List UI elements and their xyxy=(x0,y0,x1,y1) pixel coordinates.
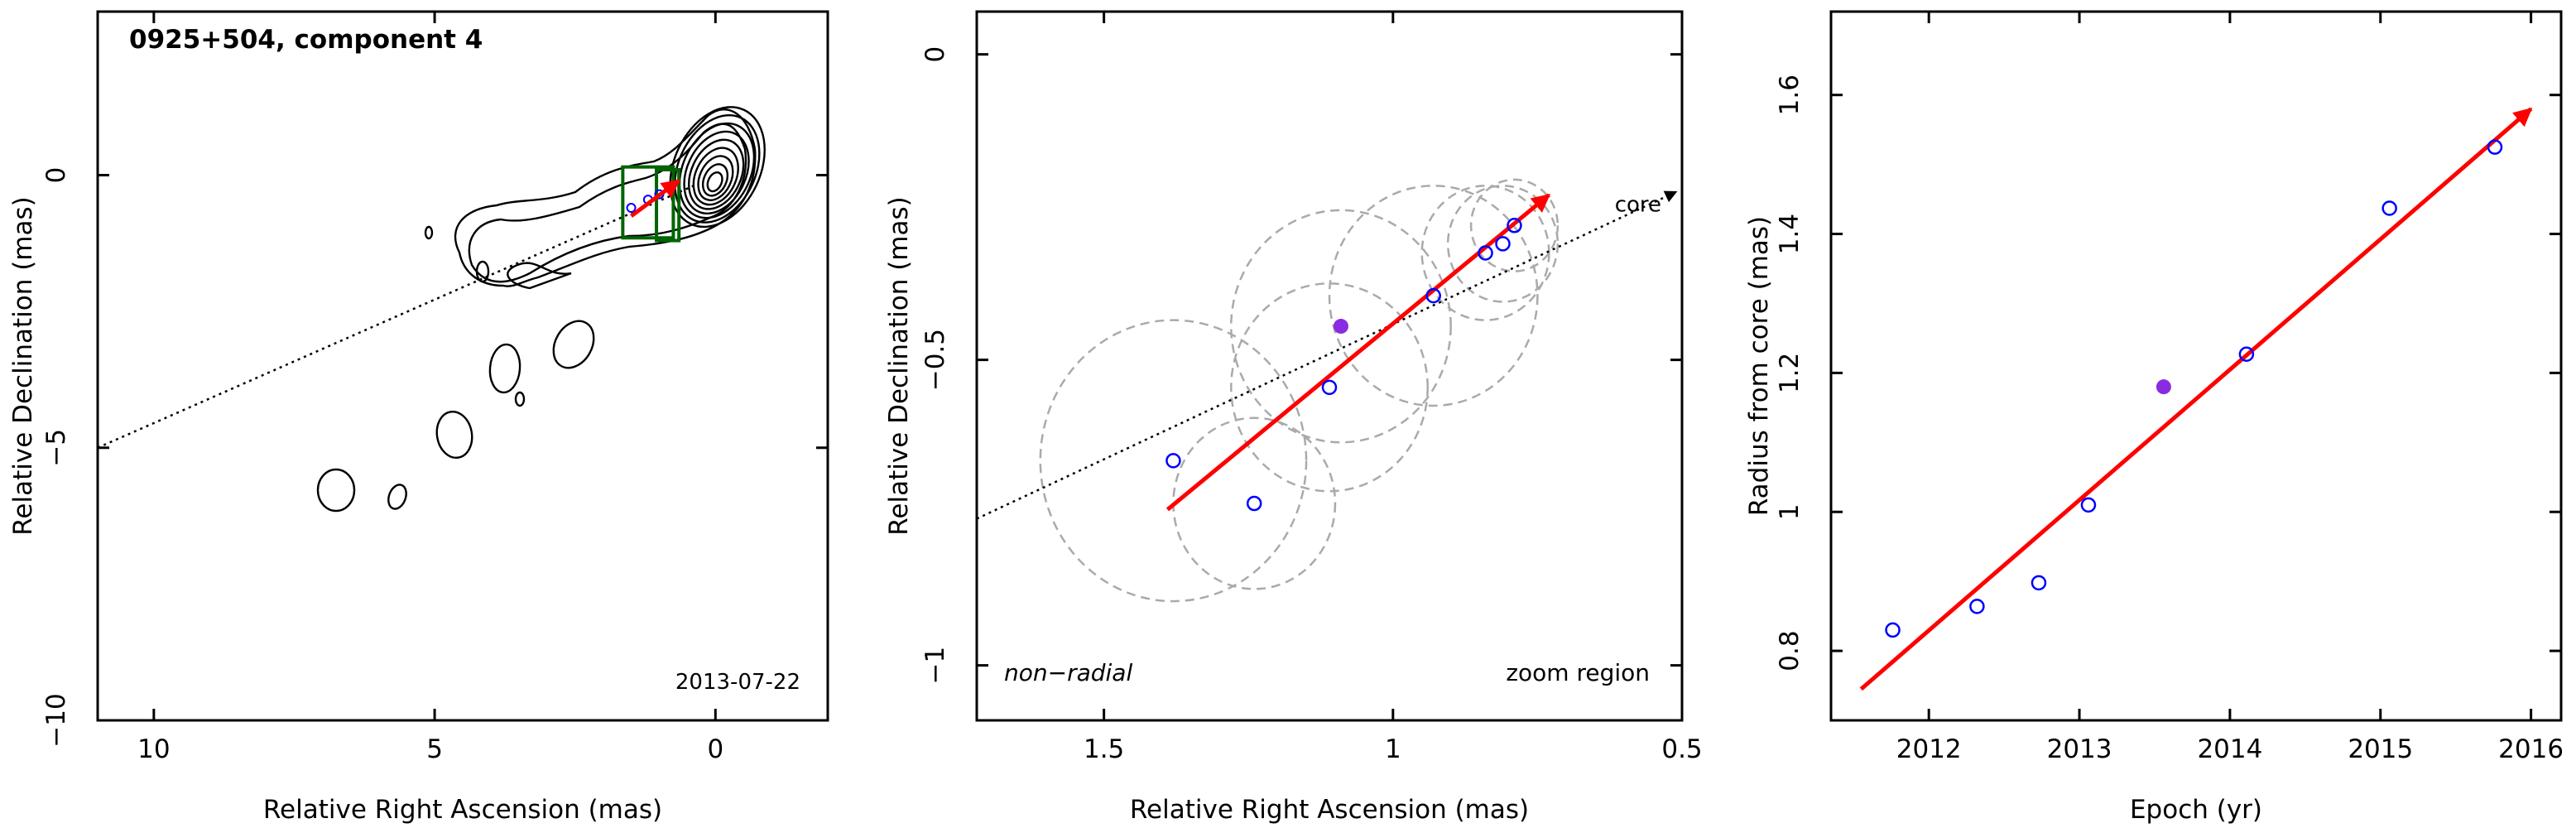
fit-circle xyxy=(1172,416,1337,590)
contour-knot xyxy=(507,262,572,290)
current-epoch-point xyxy=(2155,379,2171,395)
y-tick-label: −5 xyxy=(41,429,71,467)
component-boxes xyxy=(621,165,681,243)
component-box xyxy=(621,165,675,240)
contour-core xyxy=(697,155,734,201)
fit-circle xyxy=(1420,185,1550,321)
y-tick-label: −1 xyxy=(920,647,950,685)
contour-jet xyxy=(468,123,747,283)
x-tick-label: 2014 xyxy=(2197,734,2262,764)
contour-blob xyxy=(475,260,490,283)
epoch-point xyxy=(1495,236,1511,252)
axis-ticks: 10 5 0 0 −5 −10 xyxy=(41,12,828,764)
x-tick-label: 0 xyxy=(707,734,723,764)
contour-blob xyxy=(316,468,356,513)
epoch-point xyxy=(1425,287,1441,304)
contour-core xyxy=(669,106,766,229)
y-tick-label: 0 xyxy=(920,46,950,63)
y-tick-label: 0 xyxy=(41,167,71,184)
contour-core xyxy=(688,138,745,210)
fit-circles xyxy=(1039,178,1560,603)
epoch-date-label: 2013-07-22 xyxy=(675,670,800,695)
epoch-point xyxy=(2487,139,2503,155)
epoch-point xyxy=(2238,346,2255,362)
motion-vector xyxy=(1165,193,1551,512)
contour-blob xyxy=(488,343,521,394)
fit-circle xyxy=(1328,185,1539,407)
x-tick-label: 1.5 xyxy=(1084,734,1124,764)
epoch-point xyxy=(1478,245,1493,261)
epoch-point xyxy=(2381,200,2397,216)
plot-frame-2 xyxy=(975,10,1684,722)
epoch-points xyxy=(1885,139,2503,638)
contour-blob xyxy=(387,484,407,510)
x-tick-label: 2012 xyxy=(1896,734,1962,764)
y-axis-label: Relative Declination (mas) xyxy=(884,196,914,536)
plot-frame-3 xyxy=(1829,10,2563,722)
epoch-point xyxy=(2031,575,2047,591)
x-tick-label: 10 xyxy=(137,734,170,764)
zoom-region-label: zoom region xyxy=(1506,659,1650,686)
fit-line xyxy=(1859,107,2533,691)
fit-circle xyxy=(1446,185,1560,303)
plot-frame-1 xyxy=(96,10,829,722)
x-tick-label: 2013 xyxy=(2047,734,2112,764)
epoch-points xyxy=(1165,218,1522,512)
contour-blob xyxy=(424,225,434,240)
x-tick-label: 2016 xyxy=(2498,734,2564,764)
epoch-point xyxy=(1885,622,1901,638)
core-label: core xyxy=(1615,193,1661,218)
contour-core xyxy=(683,130,750,215)
x-tick-label: 1 xyxy=(1385,734,1401,764)
current-epoch-point xyxy=(1333,319,1348,335)
x-tick-label: 0.5 xyxy=(1661,734,1702,764)
y-tick-label: 1.6 xyxy=(1775,75,1805,115)
y-tick-label: −10 xyxy=(41,693,71,747)
epoch-mark xyxy=(626,203,637,214)
epoch-point xyxy=(1969,599,1985,614)
panel-radius-vs-epoch: 2012 2013 2014 2015 2016 0.8 1 1.2 1.4 1.6 Epoch … xyxy=(1744,10,2564,825)
y-tick-label: 1 xyxy=(1775,503,1805,520)
y-tick-label: 1.4 xyxy=(1775,214,1805,254)
axis-ticks: 2012 2013 2014 2015 2016 0.8 1 1.2 1.4 1.6 xyxy=(1775,12,2564,764)
contour-core xyxy=(706,171,723,193)
contour-jet-outer xyxy=(454,108,757,287)
fit-circle xyxy=(1039,319,1308,603)
contour-core xyxy=(701,163,729,197)
epoch-point xyxy=(2080,497,2097,513)
x-axis-label: Epoch (yr) xyxy=(2130,795,2262,825)
x-tick-label: 5 xyxy=(426,734,443,764)
y-tick-label: 0.8 xyxy=(1775,630,1805,671)
panel-title: 0925+504, component 4 xyxy=(129,25,483,55)
contour-blob xyxy=(552,320,595,369)
axis-ticks: 1.5 1 0.5 0 −0.5 −1 xyxy=(920,12,1703,764)
panel-contour-map: 10 5 0 0 −5 −10 0925+504, component 4 2013-07… xyxy=(8,10,829,825)
fit-circle xyxy=(1469,178,1560,272)
fit-circle xyxy=(1230,282,1429,493)
contour-core xyxy=(692,147,739,206)
y-tick-label: −0.5 xyxy=(920,329,950,391)
motion-vector xyxy=(630,179,681,218)
epoch-point xyxy=(1246,495,1262,512)
y-tick-label: 1.2 xyxy=(1775,353,1805,393)
contour-blob xyxy=(514,391,526,407)
component-box xyxy=(655,167,681,243)
non-radial-label: non−radial xyxy=(1004,659,1132,686)
x-axis-label: Relative Right Ascension (mas) xyxy=(263,795,662,825)
contour-lines xyxy=(316,106,766,513)
jet-axis-line xyxy=(97,182,699,449)
x-tick-label: 2015 xyxy=(2348,734,2413,764)
contour-core xyxy=(678,122,756,219)
contour-blob xyxy=(435,410,473,460)
epoch-point xyxy=(1165,453,1181,469)
jet-axis-line xyxy=(976,190,1678,520)
epoch-point xyxy=(1507,218,1522,233)
epoch-point xyxy=(1321,379,1338,396)
panel-zoom-region: 1.5 1 0.5 0 −0.5 −1 non−radial zoom region co… xyxy=(884,10,1703,825)
y-axis-label: Relative Declination (mas) xyxy=(8,196,38,536)
fit-circle xyxy=(1230,209,1452,444)
x-axis-label: Relative Right Ascension (mas) xyxy=(1130,795,1529,825)
y-axis-label: Radius from core (mas) xyxy=(1744,216,1774,516)
